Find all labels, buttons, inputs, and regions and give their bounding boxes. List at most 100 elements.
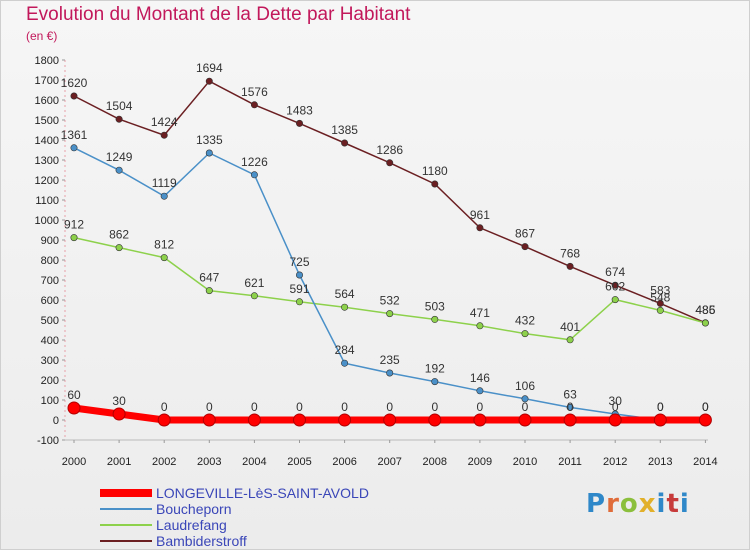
y-tick-label: 400	[41, 335, 59, 347]
series-point-3	[521, 243, 529, 251]
data-label: 0	[567, 400, 574, 414]
data-label: 564	[335, 287, 355, 301]
series-point-1	[205, 149, 213, 157]
axes: -100010020030040050060070080090010001100…	[35, 55, 718, 468]
series-point-0	[428, 413, 442, 427]
series-point-2	[205, 287, 213, 295]
data-label: 192	[425, 362, 445, 376]
series-point-3	[295, 119, 303, 127]
y-tick-label: 500	[41, 315, 59, 327]
data-label: 106	[515, 379, 535, 393]
data-label: 1576	[241, 85, 268, 99]
series-point-3	[70, 92, 78, 100]
data-label: 1226	[241, 155, 268, 169]
series-point-1	[295, 271, 303, 279]
series-point-0	[67, 401, 81, 415]
data-label: 583	[650, 283, 670, 297]
series-point-0	[473, 413, 487, 427]
series-point-1	[341, 359, 349, 367]
y-tick-label: 200	[41, 375, 59, 387]
data-label: 862	[109, 228, 129, 242]
data-label: 0	[251, 400, 258, 414]
data-label: 30	[112, 394, 126, 408]
series-point-0	[608, 413, 622, 427]
y-tick-label: 1300	[35, 155, 59, 167]
legend-label-bambiderstroff: Bambiderstroff	[156, 533, 247, 549]
y-tick-label: 1000	[35, 215, 59, 227]
data-label: 1335	[196, 133, 223, 147]
x-tick-label: 2010	[513, 456, 537, 468]
series-point-2	[431, 315, 439, 323]
series-point-1	[70, 144, 78, 152]
data-label: 591	[289, 282, 309, 296]
x-tick-label: 2011	[558, 456, 582, 468]
series-point-2	[521, 330, 529, 338]
data-label: 1424	[151, 115, 178, 129]
series-point-0	[653, 413, 667, 427]
x-tick-label: 2008	[423, 456, 447, 468]
series-point-3	[566, 262, 574, 270]
data-label: 63	[563, 387, 577, 401]
series-point-3	[341, 139, 349, 147]
x-tick-label: 2003	[197, 456, 221, 468]
series-point-1	[431, 378, 439, 386]
legend-swatch-longeville	[100, 489, 152, 497]
data-label: 647	[199, 271, 219, 285]
data-label: 0	[296, 400, 303, 414]
series-point-1	[521, 395, 529, 403]
y-tick-label: 1800	[35, 55, 59, 67]
data-label: 503	[425, 299, 445, 313]
y-tick-label: 100	[41, 395, 59, 407]
series-point-3	[476, 224, 484, 232]
data-label: 0	[477, 400, 484, 414]
series-point-0	[247, 413, 261, 427]
legend-swatch-bambiderstroff	[100, 540, 152, 542]
series-point-2	[386, 310, 394, 318]
x-tick-label: 2004	[242, 456, 266, 468]
y-tick-label: 600	[41, 295, 59, 307]
series-point-3	[386, 159, 394, 167]
series-point-1	[476, 387, 484, 395]
data-label: 725	[289, 255, 309, 269]
data-label: 1180	[422, 164, 448, 178]
series-point-2	[160, 254, 168, 262]
series-point-0	[293, 413, 306, 427]
x-tick-label: 2009	[468, 456, 492, 468]
series-point-0	[518, 413, 532, 427]
series-point-2	[341, 303, 349, 311]
series-point-3	[205, 77, 213, 85]
chart-unit-label: (en €)	[26, 29, 58, 43]
legend-label-longeville: LONGEVILLE-LèS-SAINT-AVOLD	[156, 485, 369, 501]
y-tick-label: 800	[41, 255, 59, 267]
data-label: 146	[470, 371, 490, 385]
y-tick-label: 1700	[35, 75, 59, 87]
data-label: 621	[244, 276, 264, 290]
data-label: 812	[154, 238, 174, 252]
data-label: 0	[612, 400, 619, 414]
series-point-3	[611, 281, 619, 289]
legend: LONGEVILLE-LèS-SAINT-AVOLD Boucheporn La…	[100, 485, 369, 549]
series-point-1	[115, 166, 123, 174]
data-label: 1620	[61, 76, 88, 90]
series-point-2	[611, 296, 619, 304]
series-point-1	[566, 403, 574, 411]
series-point-2	[476, 322, 484, 330]
data-label: 674	[605, 265, 625, 279]
x-tick-label: 2001	[107, 456, 131, 468]
y-tick-label: 1100	[35, 195, 59, 207]
data-label: 0	[702, 400, 709, 414]
y-tick-label: 700	[41, 275, 59, 287]
data-label: 1249	[106, 150, 133, 164]
data-label: 60	[67, 388, 81, 402]
y-tick-label: 1600	[35, 95, 59, 107]
x-tick-label: 2002	[152, 456, 176, 468]
series-point-3	[656, 299, 664, 307]
y-tick-label: 0	[53, 415, 59, 427]
data-label: 768	[560, 246, 580, 260]
data-labels: 1620 1504 1424 1694 1576 1483 1385 1286 1180 961 8…	[61, 61, 716, 414]
data-label: 0	[206, 400, 213, 414]
x-tick-label: 2013	[648, 456, 672, 468]
data-label: 867	[515, 227, 535, 241]
